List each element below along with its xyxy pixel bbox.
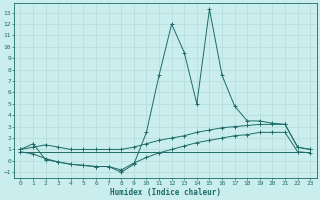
X-axis label: Humidex (Indice chaleur): Humidex (Indice chaleur)	[110, 188, 221, 197]
